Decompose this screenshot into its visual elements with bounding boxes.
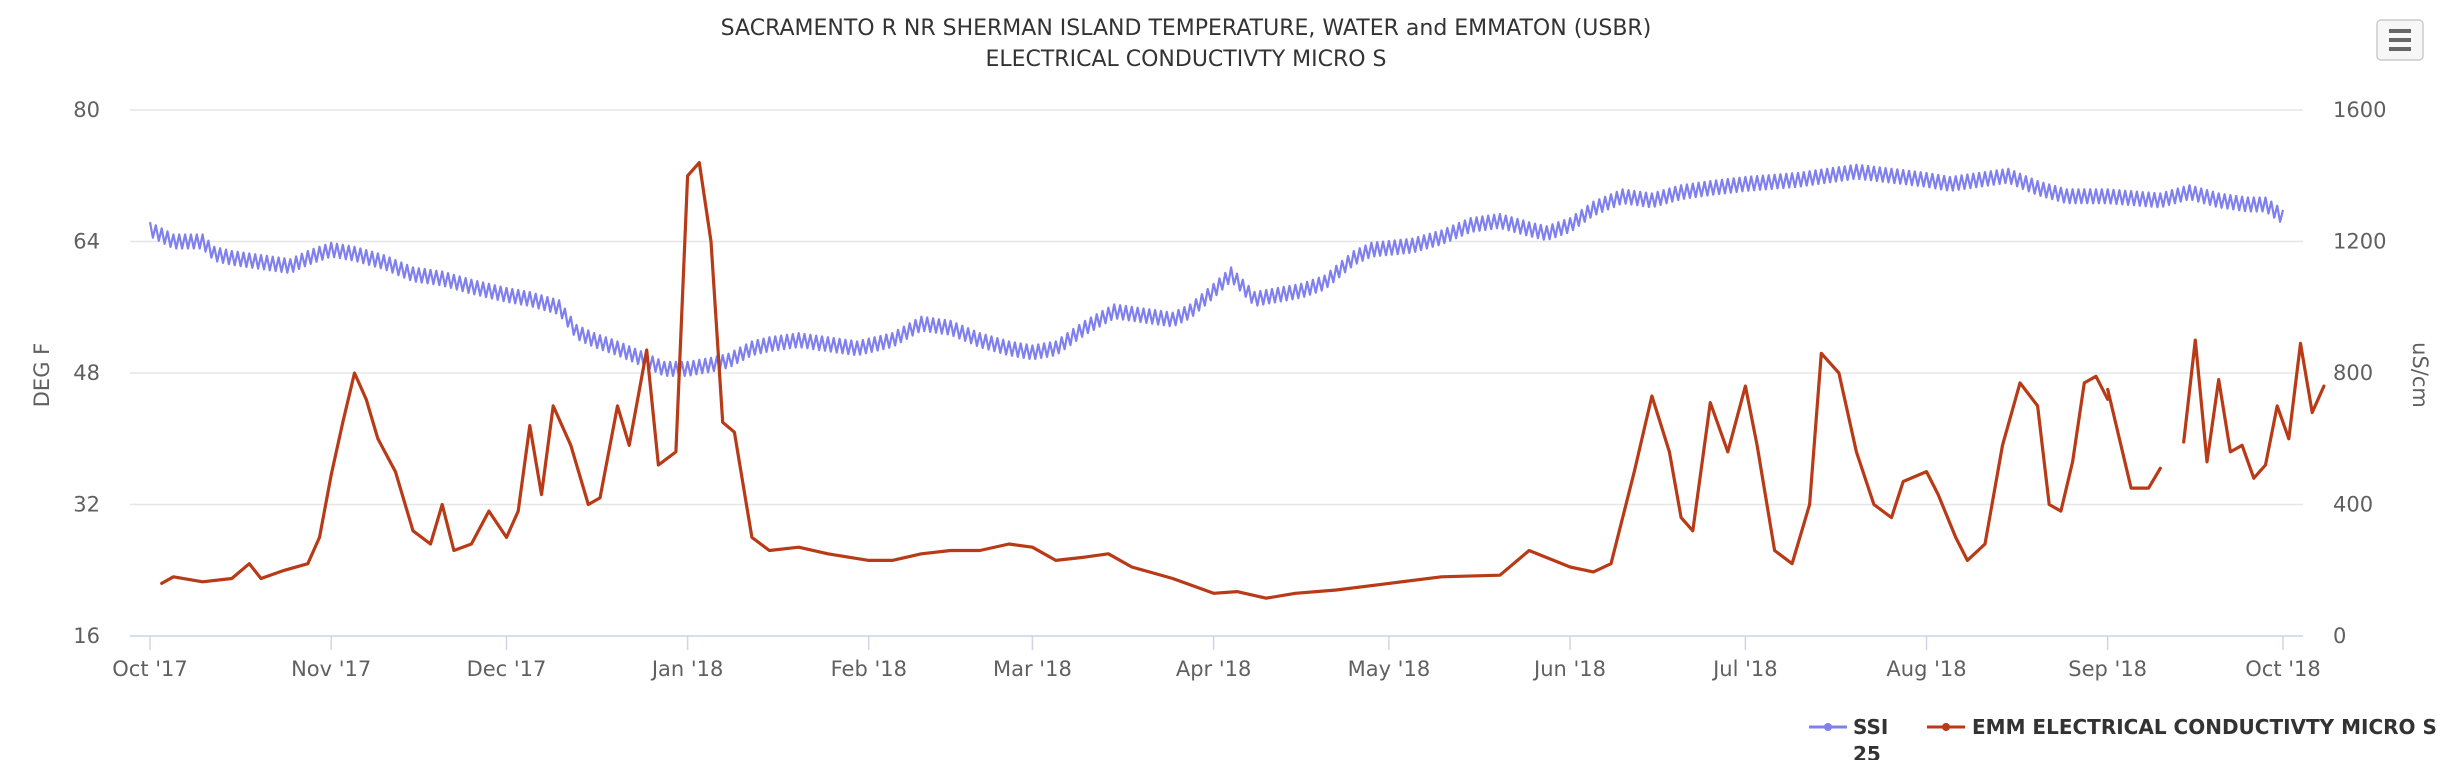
x-tick-label: Dec '17	[467, 657, 547, 681]
y-left-tick-label: 16	[73, 624, 100, 648]
y-left-tick-label: 64	[73, 230, 100, 254]
chart-title-line1: SACRAMENTO R NR SHERMAN ISLAND TEMPERATU…	[721, 16, 1652, 41]
x-tick-label: Jul '18	[1711, 657, 1778, 681]
y-left-axis: 16 32 48 64 80	[73, 98, 100, 648]
series-line-emm-ec-segment	[2106, 387, 2162, 490]
series-line-ssi-25	[148, 163, 2285, 377]
gridlines	[130, 109, 2303, 637]
y-right-tick-label: 0	[2333, 624, 2346, 648]
x-tick-label: Jun '18	[1532, 657, 1606, 681]
y-left-tick-label: 48	[73, 361, 100, 385]
y-right-axis: 0 400 800 1200 1600	[2333, 98, 2386, 648]
y-right-axis-title: uS/cm	[2408, 342, 2432, 408]
x-tick-label: Mar '18	[993, 657, 1072, 681]
hamburger-icon	[2389, 29, 2411, 51]
series-layer	[148, 161, 2326, 600]
x-tick-label: May '18	[1348, 657, 1431, 681]
legend-label-ssi-line1: SSI	[1853, 715, 1888, 739]
y-right-tick-label: 800	[2333, 361, 2373, 385]
legend-item-emm-ec[interactable]: EMM ELECTRICAL CONDUCTIVTY MICRO S	[1927, 715, 2437, 739]
chart-title-line2: ELECTRICAL CONDUCTIVTY MICRO S	[985, 47, 1386, 72]
y-left-tick-label: 32	[73, 493, 100, 517]
x-tick-label: Nov '17	[291, 657, 371, 681]
x-tick-label: Oct '17	[112, 657, 187, 681]
legend-item-ssi-25[interactable]: SSI 25	[1809, 715, 1888, 760]
x-axis: Oct '17 Nov '17 Dec '17 Jan '18 Feb '18 Mar '…	[112, 635, 2321, 681]
series-line-emm-ec-segment	[160, 161, 2110, 600]
y-right-tick-label: 400	[2333, 493, 2373, 517]
legend: SSI 25 EMM ELECTRICAL CONDUCTIVTY MICRO …	[1809, 715, 2437, 760]
x-tick-label: Apr '18	[1176, 657, 1252, 681]
legend-label-emm-ec: EMM ELECTRICAL CONDUCTIVTY MICRO S	[1972, 715, 2437, 739]
menu-button[interactable]	[2376, 19, 2424, 61]
x-tick-label: Sep '18	[2068, 657, 2147, 681]
x-tick-label: Aug '18	[1886, 657, 1966, 681]
y-right-tick-label: 1200	[2333, 230, 2386, 254]
x-tick-label: Feb '18	[831, 657, 907, 681]
series-line-emm-ec-segment	[2182, 338, 2326, 480]
legend-label-ssi-line2: 25	[1853, 742, 1881, 760]
y-left-tick-label: 80	[73, 98, 100, 122]
x-tick-label: Oct '18	[2245, 657, 2320, 681]
y-right-tick-label: 1600	[2333, 98, 2386, 122]
y-left-axis-title: DEG F	[30, 343, 54, 407]
x-tick-label: Jan '18	[650, 657, 724, 681]
